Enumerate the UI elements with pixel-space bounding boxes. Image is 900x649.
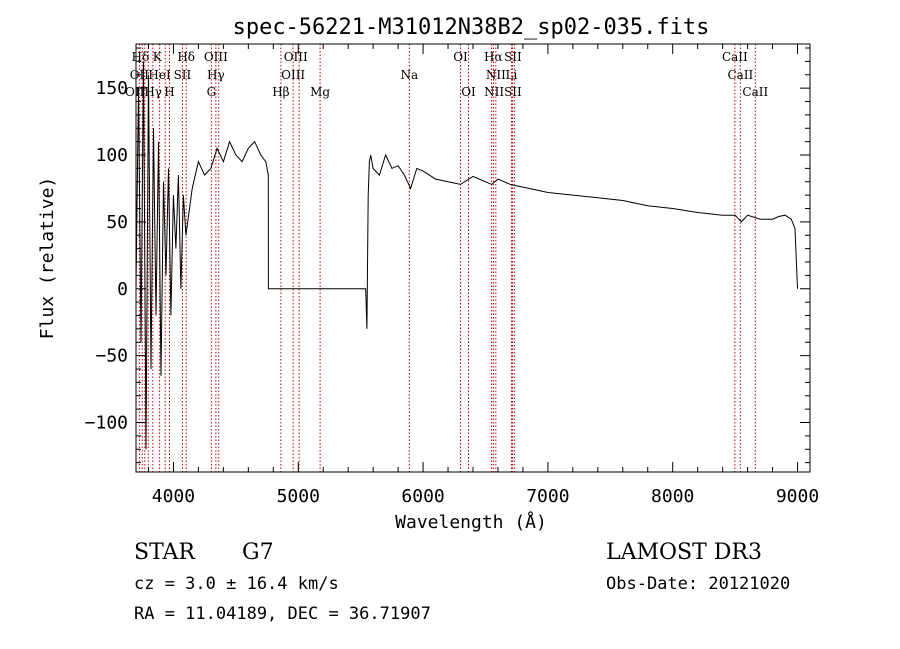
line-label: Hγ [207,68,225,82]
y-tick-label: −100 [85,413,128,434]
line-label: OIII [281,68,305,82]
line-label: Li [506,68,518,82]
marker-lines [138,44,756,472]
y-tick-label: 100 [95,145,128,166]
x-tick-label: 8000 [651,486,694,507]
subclass-label: G7 [242,540,274,565]
y-tick-label: 0 [117,279,128,300]
x-tick-label: 5000 [277,486,320,507]
line-label: CaII [722,50,748,64]
line-label: Hα [484,50,503,64]
line-label: Na [401,68,419,82]
x-axis-label: Wavelength (Å) [395,511,547,533]
line-label: OI [461,85,476,99]
line-label: G [207,85,217,99]
obs-date-text: Obs-Date: 20121020 [606,574,790,594]
y-tick-label: −50 [95,346,128,367]
plot-frame [135,43,811,473]
x-tick-label: 4000 [152,486,195,507]
line-label: NIISII [484,85,522,99]
y-tick-label: 50 [106,212,128,233]
line-label: OIII [204,50,228,64]
line-label: OIII [284,50,308,64]
chart-title: spec-56221-M31012N38B2_sp02-035.fits [233,15,710,40]
line-label: HeI [148,68,171,82]
line-label: H [164,85,174,99]
coords-text: RA = 11.04189, DEC = 36.71907 [134,604,431,624]
line-label: Mg [310,85,330,99]
line-label: K [153,50,163,64]
line-label: NII [486,68,506,82]
y-axis-label: Flux (relative) [37,177,58,340]
y-tick-label: 150 [95,78,128,99]
spectrum-series [135,61,798,450]
cz-text: cz = 3.0 ± 16.4 km/s [134,574,339,594]
y-axis: −100 −50 0 50 100 150 [85,47,810,464]
x-axis: 4000 5000 6000 7000 8000 9000 [147,44,819,507]
line-label: OI [453,50,468,64]
x-tick-label: 7000 [526,486,569,507]
line-label: SII [504,50,522,64]
x-tick-label: 9000 [776,486,819,507]
line-label: CaII [742,85,768,99]
spectrum-line [135,61,798,450]
class-label: STAR [134,540,196,565]
line-label: CaII [727,68,753,82]
line-label: Hδ [177,50,195,64]
line-label: Hβ [272,85,289,99]
survey-label: LAMOST DR3 [606,540,762,565]
line-label: Hδ [132,50,150,64]
line-label: SII [174,68,192,82]
x-tick-label: 6000 [401,486,444,507]
